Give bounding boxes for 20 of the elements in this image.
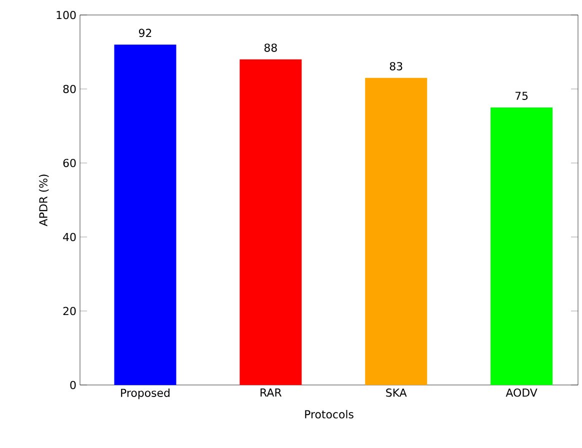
y-tick-label: 60 — [63, 158, 76, 168]
x-axis-title: Protocols — [305, 410, 354, 418]
y-tick-label: 40 — [63, 232, 76, 242]
y-tick-label: 20 — [63, 306, 76, 316]
x-tick-label: SKA — [386, 388, 407, 397]
data-label: 88 — [264, 44, 277, 52]
bar — [490, 107, 553, 385]
x-tick-label: RAR — [260, 388, 282, 396]
y-tick-label: 80 — [63, 84, 76, 94]
y-tick-label: 100 — [56, 10, 76, 20]
data-label: 75 — [515, 92, 528, 100]
bar — [240, 59, 302, 385]
x-tick-label: Proposed — [121, 388, 170, 400]
y-axis-title: APDR (%) — [38, 174, 49, 226]
bar — [114, 44, 176, 385]
y-tick-label: 0 — [70, 380, 76, 390]
bar — [365, 78, 428, 385]
data-label: 83 — [390, 62, 402, 70]
data-label: 92 — [138, 28, 152, 38]
x-tick-label: AODV — [506, 388, 538, 397]
